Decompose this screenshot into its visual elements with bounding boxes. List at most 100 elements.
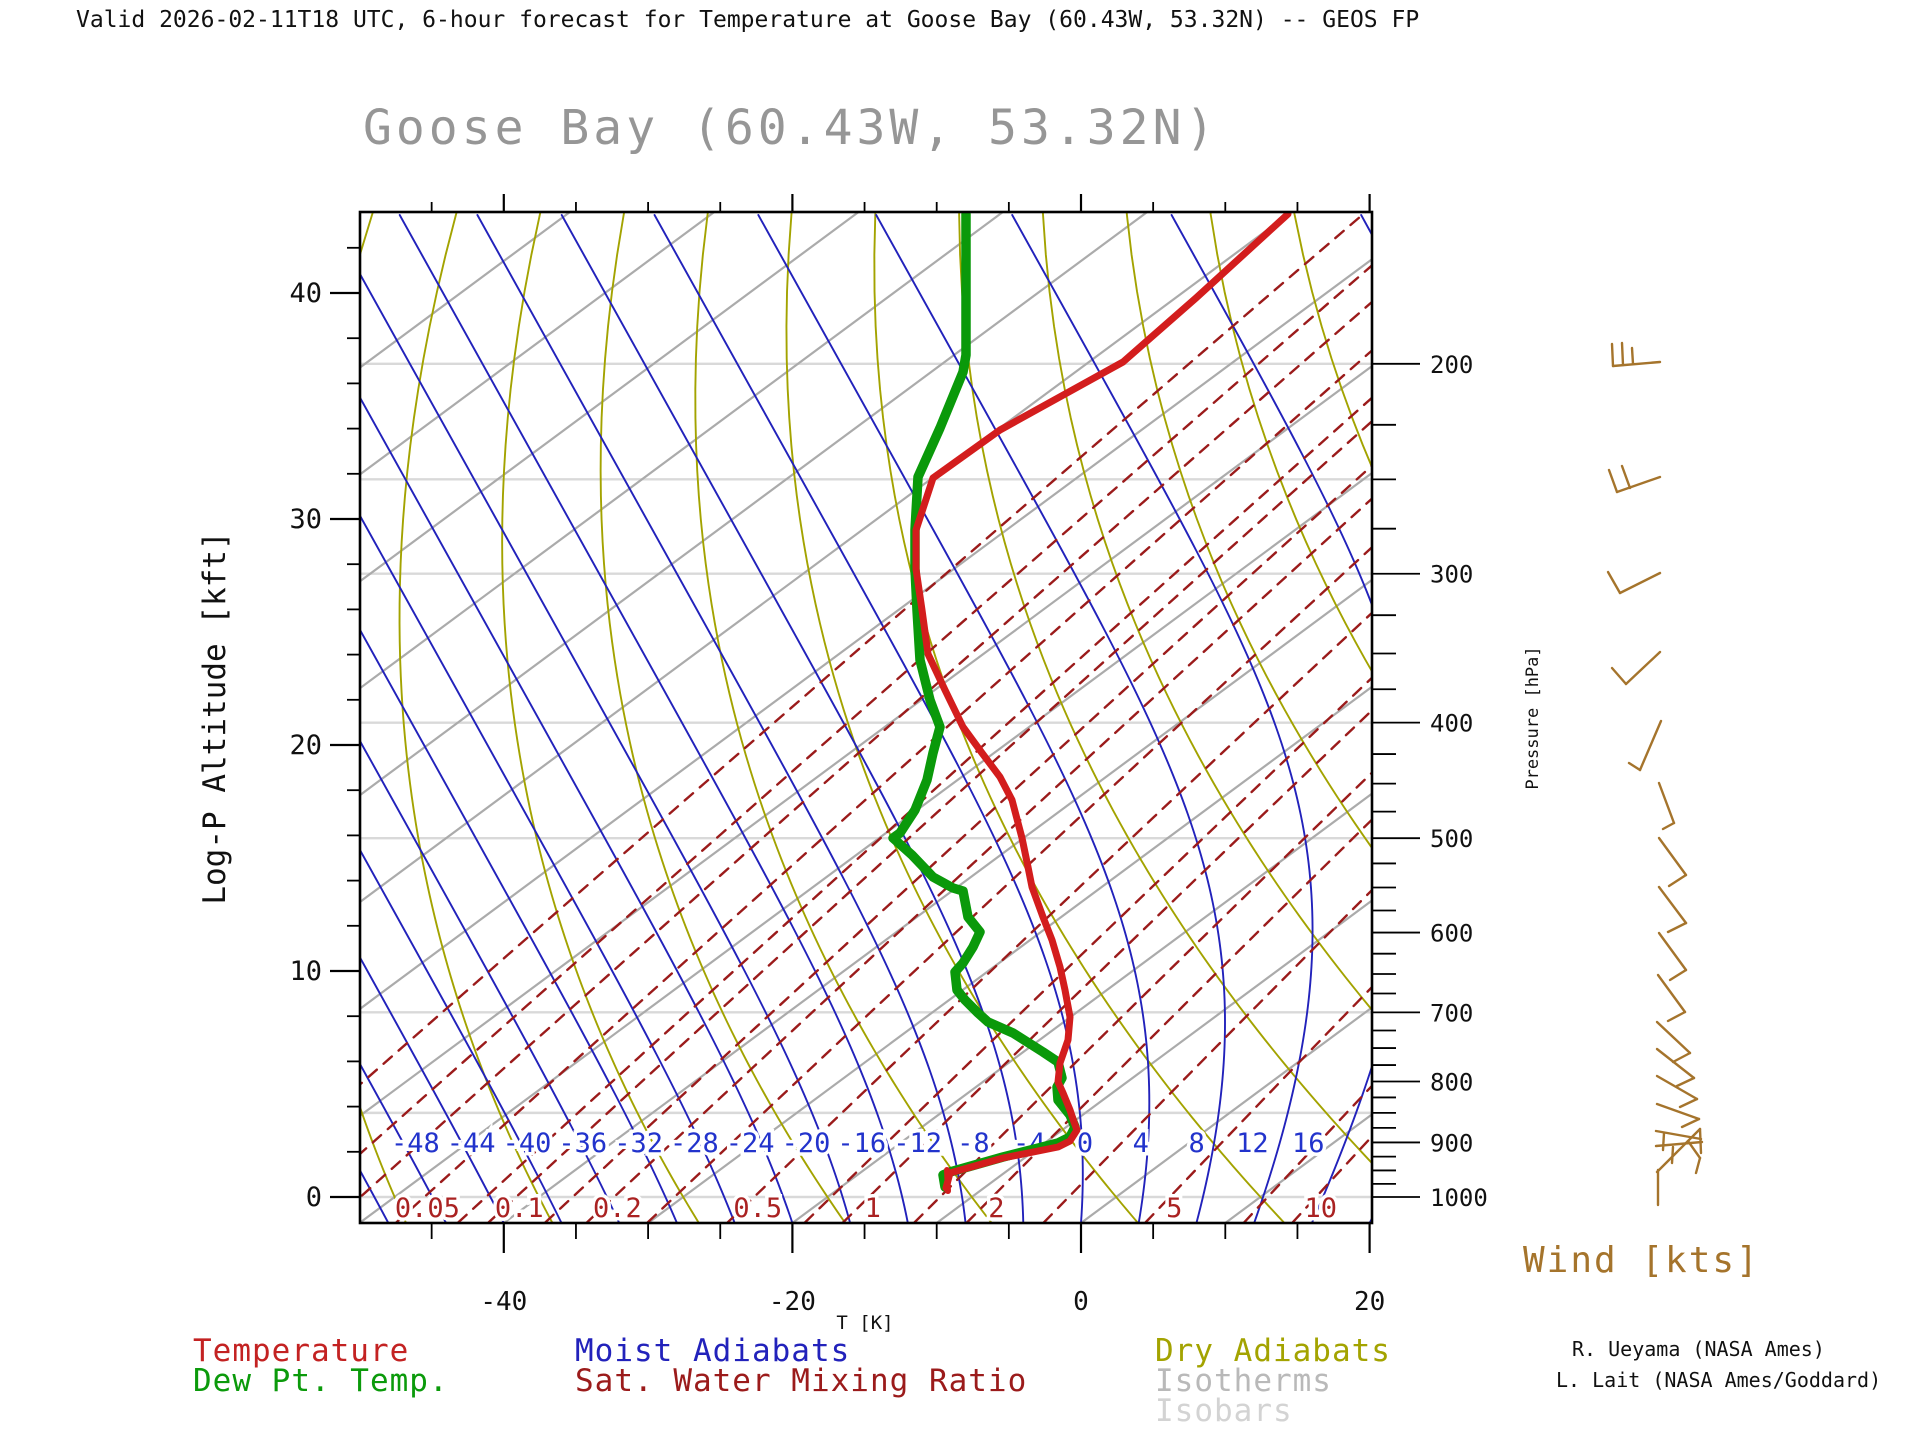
isotherm-label: -40 bbox=[503, 1128, 552, 1159]
wind-barb-segment bbox=[1694, 1156, 1702, 1175]
wind-barb-segment bbox=[1656, 973, 1687, 1014]
wind-barb-segment bbox=[1657, 836, 1688, 877]
isotherm-value-labels: -48 -44 -40 -36 -32 -28 -24 -20 -16 -12 -8 -4 0 4 8 12 1… bbox=[388, 1125, 1328, 1163]
wind-barb-segment bbox=[1686, 1139, 1702, 1160]
wind-barb-segment bbox=[1666, 921, 1688, 934]
wind-axis-title: Wind [kts] bbox=[1523, 1240, 1760, 1281]
wind-barb-segment bbox=[1611, 360, 1662, 368]
wind-barb-segment bbox=[1670, 1145, 1675, 1165]
pressure-tick-label: 600 bbox=[1430, 920, 1473, 948]
wind-barb-segment bbox=[1630, 346, 1635, 366]
wind-barb-segment bbox=[1610, 342, 1615, 368]
pressure-tick-label: 300 bbox=[1430, 561, 1473, 589]
wind-barb-segment bbox=[1657, 781, 1676, 825]
isotherm-label: -48 bbox=[391, 1128, 440, 1159]
wind-barb-segment bbox=[1655, 1020, 1692, 1055]
mixing-ratio-lines bbox=[360, 212, 1372, 1223]
isotherm-label: -32 bbox=[614, 1128, 663, 1159]
wind-barb-segment bbox=[1638, 719, 1663, 772]
wind-barb-segment bbox=[1698, 1127, 1703, 1155]
pressure-tick-label: 400 bbox=[1430, 710, 1473, 738]
dry-adiabat-lines bbox=[360, 212, 1372, 1223]
axes: 0102030402003004005006007008009001000-40… bbox=[286, 194, 1491, 1321]
altitude-tick-label: 40 bbox=[289, 278, 322, 309]
legend-dew-point: Dew Pt. Temp. bbox=[193, 1363, 449, 1399]
isotherm-label: -8 bbox=[957, 1128, 990, 1159]
wind-barb-segment bbox=[1620, 341, 1625, 367]
wind-barb-segment bbox=[1668, 968, 1688, 982]
legend-isotherms: Isotherms bbox=[1155, 1363, 1332, 1399]
wind-barbs bbox=[1606, 341, 1704, 1207]
pressure-tick-label: 700 bbox=[1430, 999, 1473, 1027]
wind-barb-segment bbox=[1607, 468, 1619, 494]
mixing-ratio-label: 0.05 bbox=[395, 1193, 460, 1224]
plot-frame bbox=[358, 210, 1374, 1225]
mixing-ratio-label: 0.1 bbox=[495, 1193, 544, 1224]
valid-time-header: Valid 2026-02-11T18 UTC, 6-hour forecast… bbox=[76, 7, 1420, 33]
wind-barb-segment bbox=[1657, 885, 1688, 925]
chart-title: Goose Bay (60.43W, 53.32N) bbox=[363, 100, 1219, 156]
wind-barb-segment bbox=[1675, 1076, 1696, 1088]
mixing-ratio-label: 0.2 bbox=[593, 1193, 642, 1224]
moist-adiabat-lines bbox=[360, 214, 1372, 1223]
isotherm-label: 8 bbox=[1188, 1128, 1204, 1159]
isotherm-label: 12 bbox=[1236, 1128, 1269, 1159]
altitude-tick-label: 30 bbox=[289, 504, 322, 535]
isobar-lines bbox=[360, 362, 1372, 1199]
mixing-ratio-label: 5 bbox=[1166, 1193, 1182, 1224]
credit-line-1: R. Ueyama (NASA Ames) bbox=[1572, 1337, 1825, 1361]
temperature-tick-label: 20 bbox=[1354, 1287, 1385, 1317]
x-axis-title: T [K] bbox=[836, 1312, 894, 1334]
wind-barb-segment bbox=[1606, 570, 1622, 595]
pressure-tick-label: 1000 bbox=[1430, 1184, 1488, 1212]
legend-isobars: Isobars bbox=[1155, 1393, 1293, 1429]
legend-temperature: Temperature bbox=[193, 1333, 410, 1369]
wind-barb-segment bbox=[1654, 1140, 1704, 1148]
pressure-tick-label: 800 bbox=[1430, 1068, 1473, 1096]
legend-dry-adiabats: Dry Adiabats bbox=[1155, 1333, 1391, 1369]
temperature-tick-label: -20 bbox=[769, 1287, 816, 1317]
isotherm-label: 0 bbox=[1077, 1128, 1093, 1159]
wind-barb-segment bbox=[1655, 1047, 1696, 1080]
altitude-tick-label: 0 bbox=[306, 1182, 322, 1213]
mixing-ratio-label: 1 bbox=[865, 1193, 881, 1224]
temperature-tick-label: -40 bbox=[480, 1287, 527, 1317]
wind-barb-segment bbox=[1661, 821, 1676, 831]
isotherm-label: -16 bbox=[837, 1128, 886, 1159]
wind-barb-segment bbox=[1618, 571, 1662, 595]
isotherm-label: -12 bbox=[893, 1128, 942, 1159]
wind-barb-segment bbox=[1680, 1117, 1701, 1129]
wind-barb-segment bbox=[1655, 1102, 1701, 1121]
isotherm-label: -44 bbox=[447, 1128, 496, 1159]
wind-barb-segment bbox=[1655, 1074, 1699, 1101]
wind-barb-segment bbox=[1615, 475, 1662, 494]
altitude-tick-label: 20 bbox=[289, 730, 322, 761]
wind-barb-segment bbox=[1624, 650, 1662, 686]
pressure-tick-label: 500 bbox=[1430, 825, 1473, 853]
mixing-ratio-label: 2 bbox=[988, 1193, 1004, 1224]
wind-barb-segment bbox=[1666, 1010, 1687, 1023]
mixing-ratio-label: 0.5 bbox=[733, 1193, 782, 1224]
isotherm-label: 16 bbox=[1292, 1128, 1325, 1159]
mixing-ratio-value-labels: 0.05 0.1 0.2 0.5 1 2 5 10 bbox=[391, 1190, 1340, 1224]
altitude-tick-label: 10 bbox=[289, 956, 322, 987]
wind-barb-segment bbox=[1655, 1127, 1702, 1174]
mixing-ratio-label: 10 bbox=[1305, 1193, 1338, 1224]
wind-barb-segment bbox=[1667, 873, 1688, 888]
wind-barb-segment bbox=[1627, 761, 1642, 772]
isotherm-label: 4 bbox=[1133, 1128, 1149, 1159]
wind-barb-segment bbox=[1671, 1051, 1692, 1064]
wind-barb-segment bbox=[1678, 1097, 1699, 1109]
isotherm-label: -20 bbox=[782, 1128, 831, 1159]
legend-sat-water-mixing-ratio: Sat. Water Mixing Ratio bbox=[575, 1363, 1028, 1399]
surface-point-marker bbox=[944, 1167, 951, 1194]
temperature-trace bbox=[912, 212, 1292, 1192]
temperature-tick-label: 0 bbox=[1073, 1287, 1089, 1317]
credit-line-2: L. Lait (NASA Ames/Goddard) bbox=[1556, 1368, 1882, 1392]
wind-barb-segment bbox=[1610, 666, 1628, 686]
isotherm-label: -24 bbox=[726, 1128, 775, 1159]
plot-area: -48 -44 -40 -36 -32 -28 -24 -20 -16 -12 -8 -4 0 4 8 12 1… bbox=[360, 212, 1372, 1224]
legend-moist-adiabats: Moist Adiabats bbox=[575, 1333, 851, 1369]
